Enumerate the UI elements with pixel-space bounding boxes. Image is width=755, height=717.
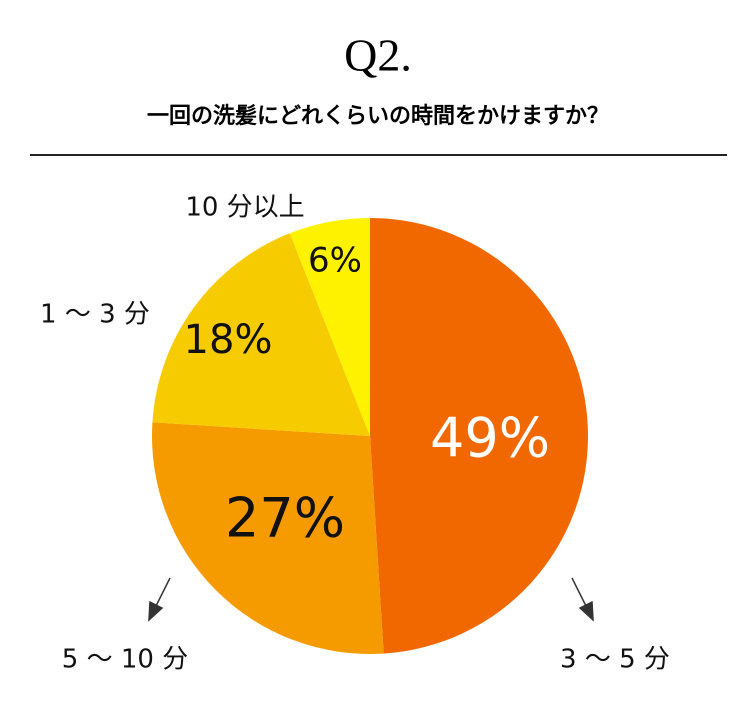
value-label: 6% — [308, 241, 362, 281]
category-label: 5 ～ 10 分 — [62, 645, 188, 675]
category-label: 10 分以上 — [185, 193, 304, 223]
arrow-head — [148, 600, 164, 622]
pie-slice — [152, 233, 370, 436]
arrows — [148, 577, 594, 622]
chart-title: Q2. — [344, 30, 412, 81]
value-label: 49% — [430, 407, 550, 470]
category-label: 1 ～ 3 分 — [40, 300, 150, 330]
category-label: 3 ～ 5 分 — [560, 645, 670, 675]
pie-slice — [370, 218, 588, 654]
pie-slice — [151, 422, 384, 654]
value-label: 18% — [184, 317, 273, 363]
chart-subtitle: 一回の洗髪にどれくらいの時間をかけますか？ — [147, 104, 609, 129]
arrow-line — [571, 577, 587, 607]
pie-slice — [289, 218, 370, 436]
arrow-head — [578, 600, 594, 622]
value-label: 27% — [225, 487, 345, 550]
arrow-line — [155, 577, 171, 607]
